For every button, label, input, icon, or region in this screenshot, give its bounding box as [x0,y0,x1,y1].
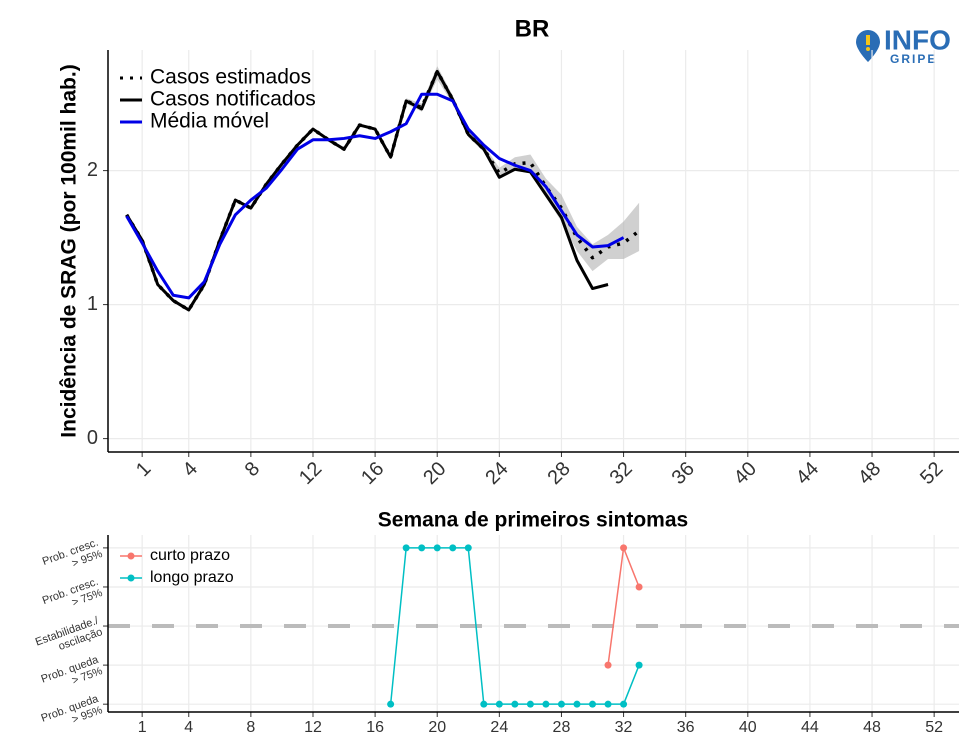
point [604,700,612,708]
x-tick-label: 40 [739,719,757,736]
point [449,544,457,552]
logo-icon-mark [866,35,870,45]
x-tick-label: 36 [668,458,699,489]
point [433,544,441,552]
point [635,583,643,591]
x-tick-label: 28 [553,719,571,736]
x-tick-label: 12 [304,719,322,736]
x-tick-label: 40 [730,458,761,489]
point [480,700,488,708]
x-tick-label: 24 [490,719,508,736]
point [589,700,597,708]
point [495,700,503,708]
point [620,700,628,708]
point [635,661,643,669]
y-tick-label: Prob. cresc.> 75% [41,576,105,619]
x-tick-label: 52 [925,719,943,736]
point [418,544,426,552]
legend-label: longo prazo [150,569,234,586]
x-tick-label: 44 [801,719,819,736]
logo-icon [856,30,880,62]
y-tick-label: Prob. cresc.> 95% [41,536,105,579]
y-tick-label: Prob. queda> 75% [40,653,105,696]
point [511,700,519,708]
point [620,544,628,552]
legend-label: Média móvel [150,110,269,133]
point [526,700,534,708]
y-tick-label: 1 [87,293,98,315]
x-axis-label: Semana de primeiros sintomas [378,509,688,532]
x-tick-label: 4 [179,458,202,481]
point [464,544,472,552]
point [542,700,550,708]
logo-subtext: GRIPE [890,52,937,66]
point [387,700,395,708]
x-tick-label: 48 [854,458,885,489]
y-axis-label: Incidência de SRAG (por 100mil hab.) [58,64,81,437]
x-tick-label: 20 [428,719,446,736]
legend-label: curto prazo [150,547,230,564]
series-line [125,92,625,300]
legend-key-point [127,552,135,560]
point [604,661,612,669]
x-tick-label: 24 [481,458,512,489]
point [573,700,581,708]
x-tick-label: 1 [132,458,155,481]
x-tick-label: 32 [606,458,637,489]
point [557,700,565,708]
x-tick-label: 44 [792,458,823,489]
x-tick-label: 4 [184,719,193,736]
x-tick-label: 52 [916,458,947,489]
x-tick-label: 16 [357,458,388,489]
x-tick-label: 36 [677,719,695,736]
chart-title: BR [515,15,550,42]
x-tick-label: 12 [295,458,326,489]
logo: INFO GRIPE [856,24,951,66]
x-tick-label: 48 [863,719,881,736]
x-tick-label: 1 [138,719,147,736]
legend-label: Casos estimados [150,66,311,89]
legend-label: Casos notificados [150,88,316,111]
x-tick-label: 16 [366,719,384,736]
x-tick-label: 32 [615,719,633,736]
logo-text: INFO [884,24,951,55]
y-tick-label: Estabilidade./oscilação [34,614,105,659]
y-tick-label: 0 [87,427,98,449]
logo-icon-dot [866,47,870,51]
x-tick-label: 8 [241,458,264,481]
legend-key-point [127,574,135,582]
x-tick-label: 20 [419,458,450,489]
x-tick-label: 28 [543,458,574,489]
point [402,544,410,552]
x-tick-label: 8 [246,719,255,736]
y-tick-label: 2 [87,159,98,181]
y-tick-label: Prob. queda> 95% [40,693,105,736]
